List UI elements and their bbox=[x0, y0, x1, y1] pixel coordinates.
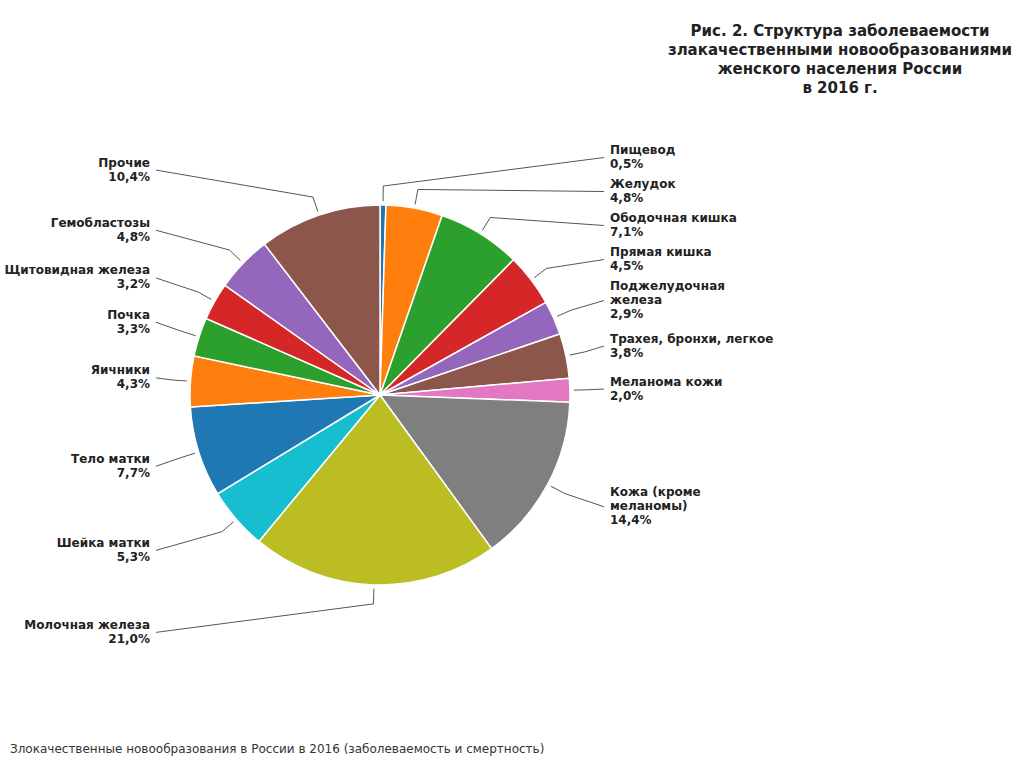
data-label: Меланома кожи2,0% bbox=[610, 375, 722, 403]
leader-line bbox=[534, 260, 604, 278]
data-label: Прямая кишка4,5% bbox=[610, 245, 712, 273]
title-line: Рис. 2. Структура заболеваемости bbox=[691, 22, 990, 40]
value-label: 4,5% bbox=[610, 259, 643, 273]
category-label: Почка bbox=[107, 308, 150, 322]
leader-line bbox=[156, 278, 211, 300]
pie: Пищевод0,5%Желудок4,8%Ободочная кишка7,1… bbox=[4, 143, 773, 646]
value-label: 0,5% bbox=[610, 157, 643, 171]
chart: Рис. 2. Структура заболеваемостизлакачес… bbox=[0, 0, 1024, 767]
value-label: 14,4% bbox=[610, 513, 652, 527]
data-label: Трахея, бронхи, легкое3,8% bbox=[610, 332, 773, 360]
slices bbox=[190, 205, 570, 585]
value-label: 7,1% bbox=[610, 225, 643, 239]
footnote: Злокачественные новообразования в России… bbox=[10, 742, 544, 756]
leader-line bbox=[383, 158, 604, 202]
data-label: Яичники4,3% bbox=[91, 363, 150, 391]
category-label: Прочие bbox=[98, 156, 150, 170]
data-label: Прочие10,4% bbox=[98, 156, 150, 184]
leader-line bbox=[156, 230, 240, 260]
category-label: Молочная железа bbox=[24, 618, 150, 632]
value-label: 2,0% bbox=[610, 389, 643, 403]
value-label: 10,4% bbox=[108, 170, 150, 184]
category-label: Меланома кожи bbox=[610, 375, 722, 389]
leader-line bbox=[156, 378, 187, 381]
leader-line bbox=[574, 389, 604, 390]
leader-line bbox=[156, 589, 374, 633]
value-label: 21,0% bbox=[108, 632, 150, 646]
value-label: 5,3% bbox=[117, 550, 150, 564]
data-label: Гемобластозы4,8% bbox=[51, 216, 150, 244]
value-label: 4,8% bbox=[117, 230, 150, 244]
category-label: Желудок bbox=[610, 177, 676, 191]
category-label: железа bbox=[610, 293, 662, 307]
category-label: Ободочная кишка bbox=[610, 211, 737, 225]
category-label: Трахея, бронхи, легкое bbox=[610, 332, 773, 346]
data-labels: Пищевод0,5%Желудок4,8%Ободочная кишка7,1… bbox=[4, 143, 773, 646]
data-label: Щитовидная железа3,2% bbox=[4, 263, 150, 291]
data-label: Ободочная кишка7,1% bbox=[610, 211, 737, 239]
category-label: Тело матки bbox=[71, 452, 150, 466]
leader-line bbox=[156, 322, 195, 335]
leader-line bbox=[156, 522, 233, 551]
category-label: Гемобластозы bbox=[51, 216, 150, 230]
value-label: 4,8% bbox=[610, 191, 643, 205]
data-label: Почка3,3% bbox=[107, 308, 150, 336]
leader-lines bbox=[156, 158, 604, 633]
title-line: злакачественными новообразованиями bbox=[668, 41, 1012, 59]
value-label: 3,2% bbox=[117, 277, 150, 291]
slice bbox=[190, 395, 380, 494]
value-label: 2,9% bbox=[610, 307, 643, 321]
value-label: 7,7% bbox=[117, 466, 150, 480]
leader-line bbox=[570, 346, 604, 355]
value-label: 4,3% bbox=[117, 377, 150, 391]
category-label: Яичники bbox=[91, 363, 150, 377]
value-label: 3,3% bbox=[117, 322, 150, 336]
title-line: женского населения России bbox=[718, 60, 963, 78]
category-label: Щитовидная железа bbox=[4, 263, 150, 277]
category-label: Пищевод bbox=[610, 143, 676, 157]
title: Рис. 2. Структура заболеваемостизлакачес… bbox=[668, 22, 1012, 97]
leader-line bbox=[557, 301, 604, 317]
data-label: Поджелудочнаяжелеза2,9% bbox=[610, 279, 725, 321]
leader-line bbox=[156, 453, 195, 466]
leader-line bbox=[551, 486, 604, 507]
data-label: Шейка матки5,3% bbox=[57, 536, 150, 564]
value-label: 3,8% bbox=[610, 346, 643, 360]
category-label: Шейка матки bbox=[57, 536, 150, 550]
data-label: Молочная железа21,0% bbox=[24, 618, 150, 646]
category-label: Прямая кишка bbox=[610, 245, 712, 259]
data-label: Пищевод0,5% bbox=[610, 143, 676, 171]
leader-line bbox=[415, 189, 604, 204]
leader-line bbox=[482, 217, 604, 230]
title-line: в 2016 г. bbox=[802, 79, 877, 97]
slice bbox=[264, 205, 380, 395]
data-label: Тело матки7,7% bbox=[71, 452, 150, 480]
data-label: Желудок4,8% bbox=[610, 177, 676, 205]
category-label: меланомы) bbox=[610, 499, 688, 513]
leader-line bbox=[156, 170, 318, 211]
data-label: Кожа (кромемеланомы)14,4% bbox=[610, 485, 701, 527]
category-label: Кожа (кроме bbox=[610, 485, 701, 499]
category-label: Поджелудочная bbox=[610, 279, 725, 293]
